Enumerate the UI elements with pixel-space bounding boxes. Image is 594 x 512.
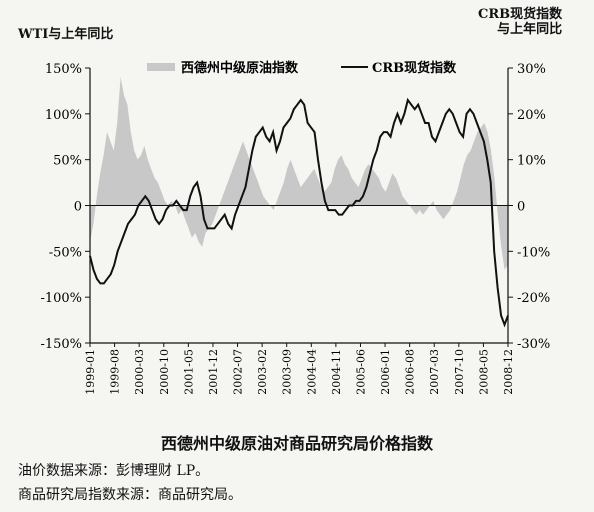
y-left-tick-label: -150% <box>40 337 82 352</box>
y-left-tick-label: 50% <box>53 154 82 169</box>
y-axis-right-label-line2: 与上年同比 <box>497 22 563 37</box>
y-right-tick-label: -20% <box>517 291 550 306</box>
x-tick-label: 2007-03 <box>428 349 441 395</box>
y-right-tick-label: -30% <box>517 337 550 352</box>
x-tick-label: 1999-01 <box>84 349 97 395</box>
x-tick-label: 2008-05 <box>477 349 490 395</box>
y-right-tick-label: 10% <box>517 154 546 169</box>
x-tick-label: 2002-07 <box>232 349 245 395</box>
y-left-tick-label: -50% <box>49 245 82 260</box>
legend-swatch-wti <box>147 63 175 71</box>
series-area-wti <box>90 77 508 270</box>
x-tick-label: 2000-03 <box>133 349 146 395</box>
legend-label-wti: 西德州中级原油指数 <box>181 60 299 76</box>
x-tick-label: 2005-06 <box>354 349 367 395</box>
y-axis-left-label: WTI与上年同比 <box>18 27 114 42</box>
y-right-tick-label: 0 <box>517 200 525 215</box>
x-tick-label: 2001-05 <box>182 349 195 395</box>
y-left-tick-label: 150% <box>45 62 82 77</box>
source-note-crb: 商品研究局指数来源：商品研究局。 <box>18 487 242 503</box>
x-tick-label: 2003-09 <box>281 349 294 395</box>
series-line-crb <box>89 97 509 328</box>
y-right-tick-label: 30% <box>517 62 546 77</box>
y-axis-right-label: CRB现货指数 与上年同比 <box>478 7 562 37</box>
source-note-oil: 油价数据来源：彭博理财 LP。 <box>18 463 210 479</box>
x-tick-label: 2008-12 <box>502 349 515 395</box>
x-tick-label: 1999-08 <box>109 349 122 395</box>
x-tick-label: 2006-08 <box>404 349 417 395</box>
x-tick-label: 2003-02 <box>256 349 269 395</box>
chart: 150% 100% 50% 0 -50% -100% -150% 30% 20% 10% 0 -10%… <box>40 60 550 395</box>
y-axis-right-label-line1: CRB现货指数 <box>478 7 563 22</box>
y-left-tick-label: 100% <box>45 108 82 123</box>
x-tick-label: 2004-11 <box>330 349 343 395</box>
x-tick-label: 2007-10 <box>453 349 466 395</box>
y-left-tick-label: -100% <box>40 291 82 306</box>
x-tick-label: 2000-10 <box>158 349 171 395</box>
x-tick-label: 2001-12 <box>207 349 220 395</box>
x-tick-label: 2004-04 <box>305 349 318 395</box>
x-tick-label: 2006-01 <box>379 349 392 395</box>
y-left-tick-label: 0 <box>74 200 82 215</box>
y-right-tick-label: 20% <box>517 108 546 123</box>
chart-title: 西德州中级原油对商品研究局价格指数 <box>160 434 433 453</box>
y-right-tick-label: -10% <box>517 245 550 260</box>
legend-label-crb: CRB现货指数 <box>372 60 457 76</box>
